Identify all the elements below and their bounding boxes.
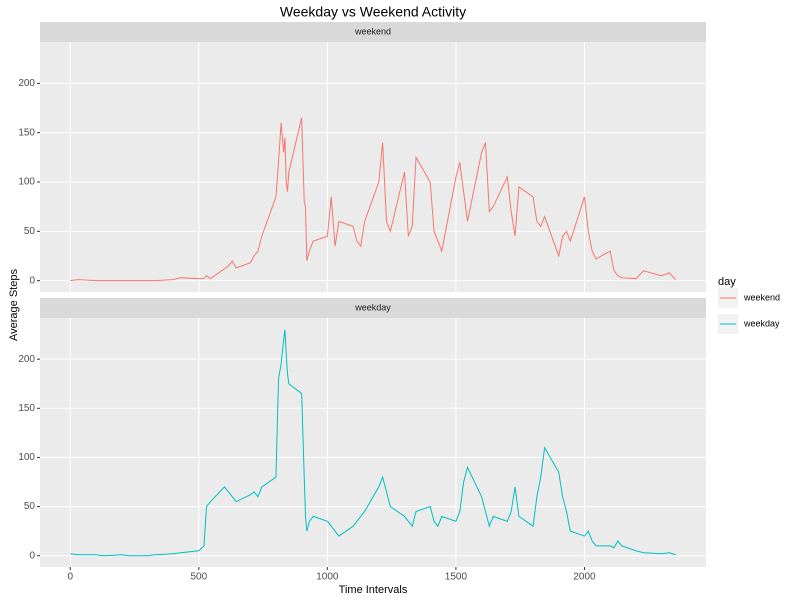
x-tick-label: 1000 [316,572,339,583]
legend-label: weekday [743,318,780,328]
strip-label: weekday [354,302,391,312]
data-line [70,117,677,282]
y-tick-label: 200 [18,78,35,89]
x-tick-label: 500 [190,572,207,583]
y-axis-title: Average Steps [8,269,20,341]
x-axis-title: Time Intervals [339,584,408,596]
y-tick-label: 150 [18,127,35,138]
y-tick-label: 0 [29,550,35,561]
panel [40,318,706,567]
legend-label: weekend [743,292,780,302]
legend-title: day [718,276,736,288]
data-line [70,329,676,557]
x-tick-label: 0 [67,572,73,583]
y-tick-label: 150 [18,403,35,414]
strip [40,22,706,42]
y-tick-label: 100 [18,177,35,188]
panel [40,42,706,292]
y-tick-label: 200 [18,354,35,365]
strip [40,298,706,318]
y-tick-label: 50 [24,226,36,237]
x-tick-label: 2000 [573,572,596,583]
y-tick-label: 100 [18,452,35,463]
x-tick-label: 1500 [445,572,468,583]
chart-title: Weekday vs Weekend Activity [280,4,466,20]
strip-label: weekend [354,26,391,36]
y-tick-label: 50 [24,501,36,512]
y-tick-label: 0 [29,275,35,286]
